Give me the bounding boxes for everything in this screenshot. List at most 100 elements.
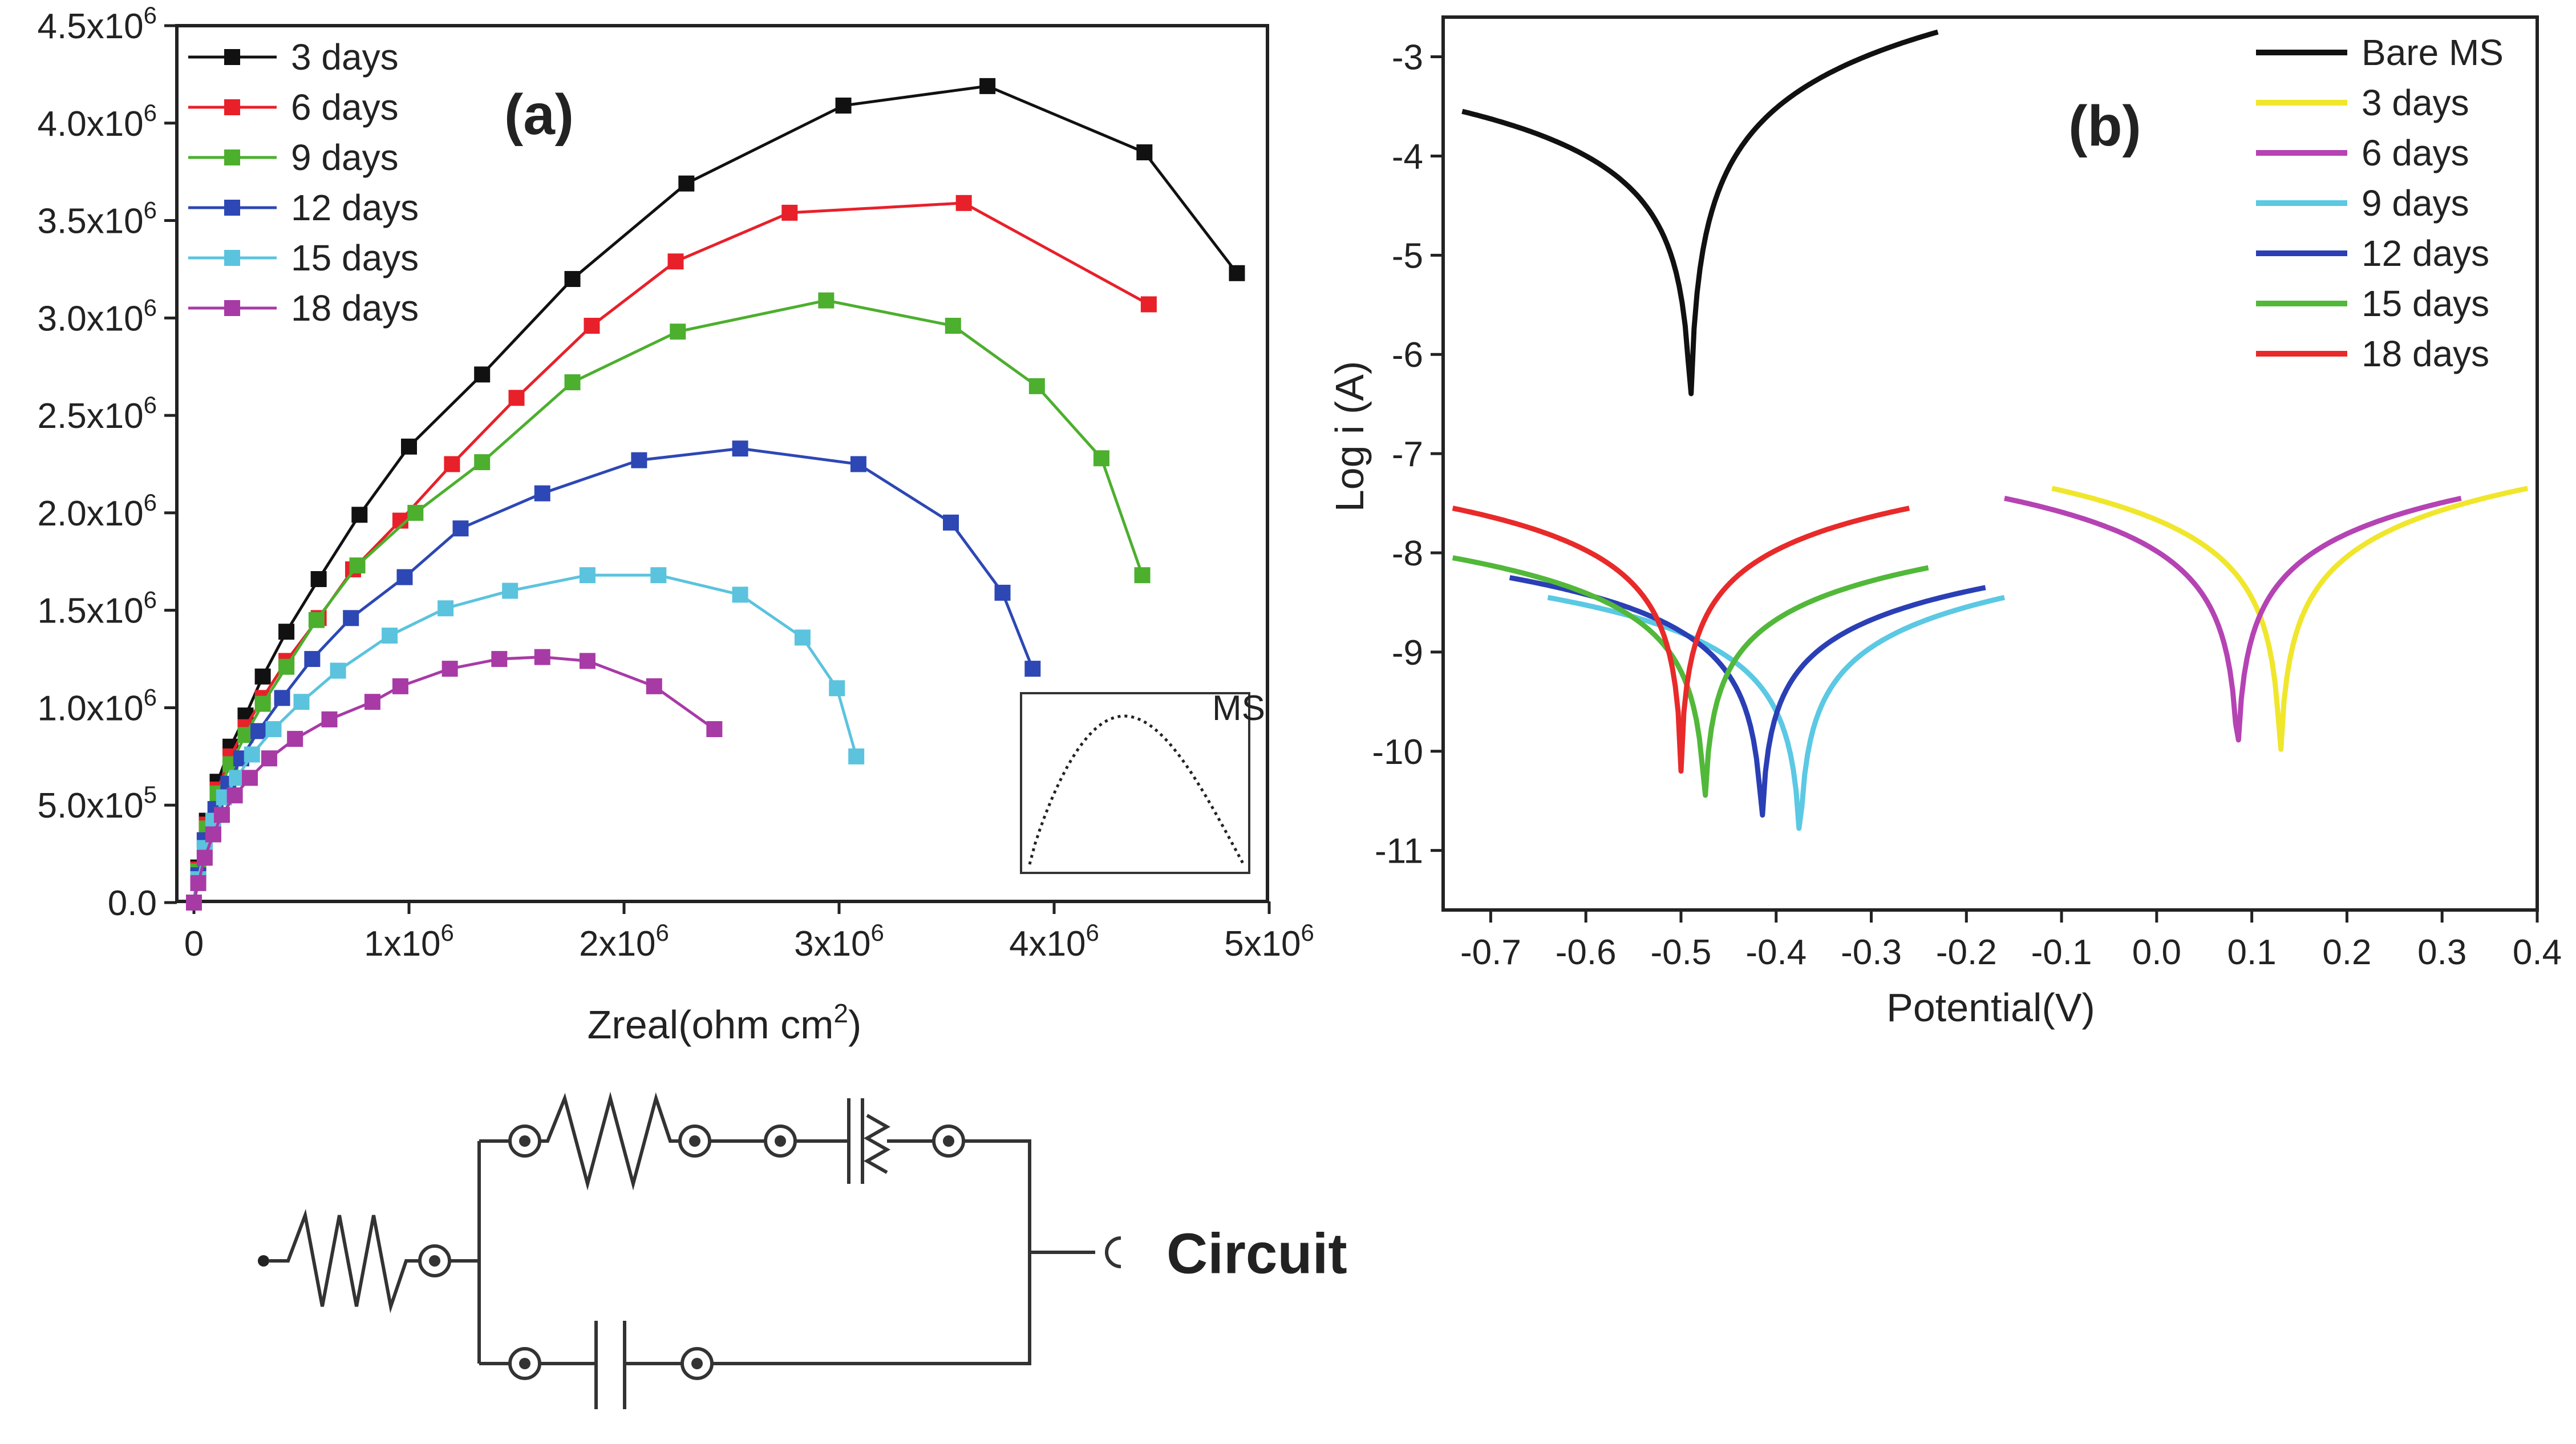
data-point bbox=[564, 271, 581, 288]
legend-label: 3 days bbox=[291, 37, 399, 78]
data-point bbox=[1229, 265, 1245, 281]
circuit-node-dot bbox=[689, 1135, 700, 1147]
tafel-curve-Bare-MS bbox=[1461, 29, 1939, 397]
legend-label: 18 days bbox=[291, 288, 419, 329]
data-point bbox=[254, 695, 271, 712]
data-point bbox=[850, 456, 866, 472]
tafel-curve-12-days bbox=[1509, 575, 1986, 818]
tafel-curve-18-days bbox=[1452, 505, 1910, 774]
series-12-days bbox=[186, 440, 1041, 911]
x-tick-label-a: 1x106 bbox=[364, 919, 454, 964]
x-tick-label-b: 0.0 bbox=[2132, 933, 2181, 972]
y-tick-label-b: -9 bbox=[1392, 633, 1423, 673]
data-point bbox=[955, 195, 972, 211]
data-point bbox=[829, 680, 845, 697]
y-tick-label-b: -5 bbox=[1392, 236, 1423, 276]
legend-marker bbox=[224, 250, 240, 266]
data-point bbox=[214, 807, 230, 823]
x-tick-label-b: 0.4 bbox=[2513, 933, 2562, 972]
resistor-rct bbox=[479, 1091, 680, 1191]
y-tick-label-a: 2.0x106 bbox=[37, 489, 157, 533]
resistor-rs bbox=[269, 1208, 419, 1313]
panel-label-b: (b) bbox=[2068, 94, 2141, 158]
tafel-curve-6-days bbox=[2004, 495, 2462, 743]
legend-label: 9 days bbox=[2362, 183, 2469, 224]
circuit-node-dot bbox=[429, 1255, 440, 1267]
data-point bbox=[190, 875, 206, 891]
data-point bbox=[452, 520, 469, 537]
y-tick-label-b: -11 bbox=[1375, 832, 1423, 871]
y-tick-label-a: 1.5x106 bbox=[37, 587, 157, 631]
circuit-terminal-right bbox=[1105, 1236, 1121, 1268]
data-point bbox=[1136, 144, 1153, 161]
data-point bbox=[186, 895, 202, 911]
data-point bbox=[205, 826, 221, 843]
inset-legend: MS bbox=[1212, 689, 1265, 728]
data-point bbox=[667, 253, 684, 270]
legend-label: 18 days bbox=[2362, 333, 2489, 374]
data-point bbox=[330, 662, 346, 679]
x-tick-label-b: -0.7 bbox=[1460, 933, 1521, 972]
legend-label: 3 days bbox=[2362, 82, 2469, 123]
legend-label: 15 days bbox=[2362, 283, 2489, 324]
data-point bbox=[670, 323, 686, 340]
y-tick-label-b: -3 bbox=[1392, 38, 1423, 78]
data-point bbox=[254, 668, 271, 685]
data-point bbox=[392, 678, 408, 694]
data-point bbox=[508, 390, 525, 406]
x-tick-label-a: 3x106 bbox=[794, 919, 884, 964]
circuit-wire bbox=[449, 1141, 481, 1364]
inset-bare-ms-plot: MS bbox=[1020, 689, 1265, 874]
data-point bbox=[732, 440, 748, 457]
plot-b-ticks: -0.7 -0.6 -0.5 -0.4 -0.3 -0.2 -0.1 0.0 0.1 0.2 0.3… bbox=[1372, 38, 2562, 972]
legend-label: 6 days bbox=[291, 87, 399, 128]
data-point bbox=[474, 454, 491, 471]
y-tick-label-b: -4 bbox=[1392, 137, 1423, 176]
plot-a-ticks: 0 1x106 2x106 3x106 4x106 5x106 0.0 5.0x105 1.0x… bbox=[37, 2, 1314, 964]
data-point bbox=[491, 651, 508, 668]
data-point bbox=[351, 507, 368, 523]
x-tick-label-b: -0.5 bbox=[1651, 933, 1712, 972]
data-point bbox=[293, 694, 310, 710]
data-point bbox=[502, 583, 519, 599]
data-point bbox=[364, 694, 380, 710]
y-tick-label-a: 3.5x106 bbox=[37, 197, 157, 241]
circuit-node-dot bbox=[519, 1358, 530, 1369]
y-tick-label-b: -6 bbox=[1392, 335, 1423, 375]
data-point bbox=[818, 292, 835, 309]
x-tick-label-b: -0.2 bbox=[1936, 933, 1997, 972]
data-point bbox=[1134, 567, 1151, 584]
legend-marker bbox=[224, 149, 240, 165]
data-point bbox=[321, 711, 338, 727]
data-point bbox=[564, 374, 581, 391]
y-tick-label-b: -10 bbox=[1372, 733, 1423, 772]
legend-label: 12 days bbox=[2362, 233, 2489, 274]
y-tick-label-a: 1.0x106 bbox=[37, 683, 157, 728]
circuit-node-dot bbox=[775, 1135, 786, 1147]
legend-label: Bare MS bbox=[2362, 32, 2504, 73]
circuit-node-dot bbox=[691, 1358, 703, 1369]
x-tick-label-b: 0.1 bbox=[2227, 933, 2277, 972]
x-tick-label-b: -0.1 bbox=[2031, 933, 2092, 972]
series-18-days bbox=[186, 649, 723, 911]
circuit-label: Circuit bbox=[1167, 1221, 1347, 1285]
y-tick-label-a: 5.0x105 bbox=[37, 781, 157, 826]
y-tick-label-a: 4.5x106 bbox=[37, 2, 157, 46]
y-tick-label-b: -7 bbox=[1392, 435, 1423, 474]
series-line bbox=[192, 656, 715, 903]
data-point bbox=[534, 649, 550, 665]
data-point bbox=[396, 569, 413, 585]
y-axis-label-b: Log i (A) bbox=[1327, 361, 1372, 512]
data-point bbox=[287, 731, 303, 747]
data-point bbox=[261, 750, 277, 767]
y-tick-label-a: 0.0 bbox=[108, 884, 157, 923]
nyquist-plot: 0 1x106 2x106 3x106 4x106 5x106 0.0 5.0x105 1.0x… bbox=[37, 2, 1314, 1047]
data-point bbox=[1028, 378, 1045, 394]
circuit-node-dot bbox=[943, 1135, 954, 1147]
data-point bbox=[794, 629, 811, 646]
data-point bbox=[407, 504, 424, 521]
data-point bbox=[444, 456, 460, 472]
y-tick-label-b: -8 bbox=[1392, 534, 1423, 573]
legend-marker bbox=[224, 99, 240, 115]
